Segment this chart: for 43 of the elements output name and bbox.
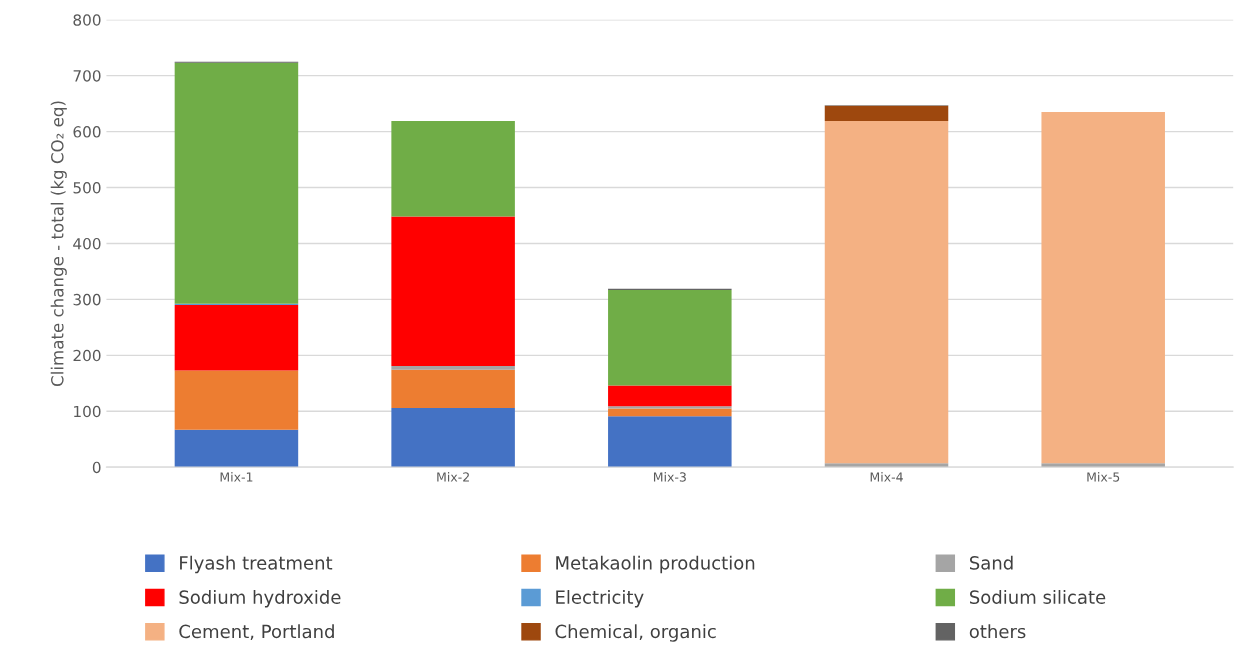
bar: [608, 385, 732, 407]
bar: [608, 416, 732, 468]
bar: [1041, 463, 1165, 468]
legend-label: Sand: [969, 555, 1013, 570]
x-tick-label: Mix-2: [437, 472, 469, 482]
bar: [824, 120, 949, 464]
y-tick-label: 800: [73, 14, 101, 26]
legend-label: others: [969, 624, 1026, 639]
bar: [174, 62, 299, 304]
legend-label: Flyash treatment: [180, 555, 333, 574]
y-tick-label: 0: [92, 461, 101, 474]
y-tick-label: 700: [73, 70, 101, 82]
x-tick-label: Mix-4: [870, 472, 903, 482]
x-tick-label: Mix-1: [220, 472, 253, 482]
bar: [174, 429, 299, 468]
legend-label: Electricity: [556, 590, 644, 608]
legend-label: Cement, Portland: [179, 624, 334, 641]
bar: [391, 216, 515, 366]
bar: [608, 408, 732, 417]
bar: [391, 365, 515, 370]
bar: [824, 463, 949, 468]
x-tick-label: Mix-3: [653, 472, 686, 482]
legend-label: Sodium silicate: [969, 590, 1106, 604]
y-tick-label: 300: [73, 293, 101, 306]
bar: [391, 407, 515, 468]
bar: [608, 406, 732, 409]
bar: [391, 369, 515, 408]
legend-label: Sodium hydroxide: [179, 590, 341, 608]
y-tick-label: 100: [74, 405, 101, 418]
x-tick-label: Mix-5: [1087, 472, 1120, 482]
bar: [824, 105, 949, 121]
legend-label: Metakaolin production: [556, 555, 755, 574]
bar: [608, 289, 732, 386]
y-tick-label: 500: [73, 182, 101, 194]
y-axis-title: Climate change - total (kg CO₂ eq): [50, 101, 67, 386]
bar: [1041, 112, 1165, 464]
y-tick-label: 200: [73, 349, 101, 362]
y-tick-label: 600: [73, 126, 101, 138]
bar: [391, 120, 515, 217]
bar: [174, 370, 299, 430]
bar: [174, 304, 299, 371]
y-tick-label: 400: [73, 237, 101, 250]
legend-label: Chemical, organic: [555, 624, 716, 642]
